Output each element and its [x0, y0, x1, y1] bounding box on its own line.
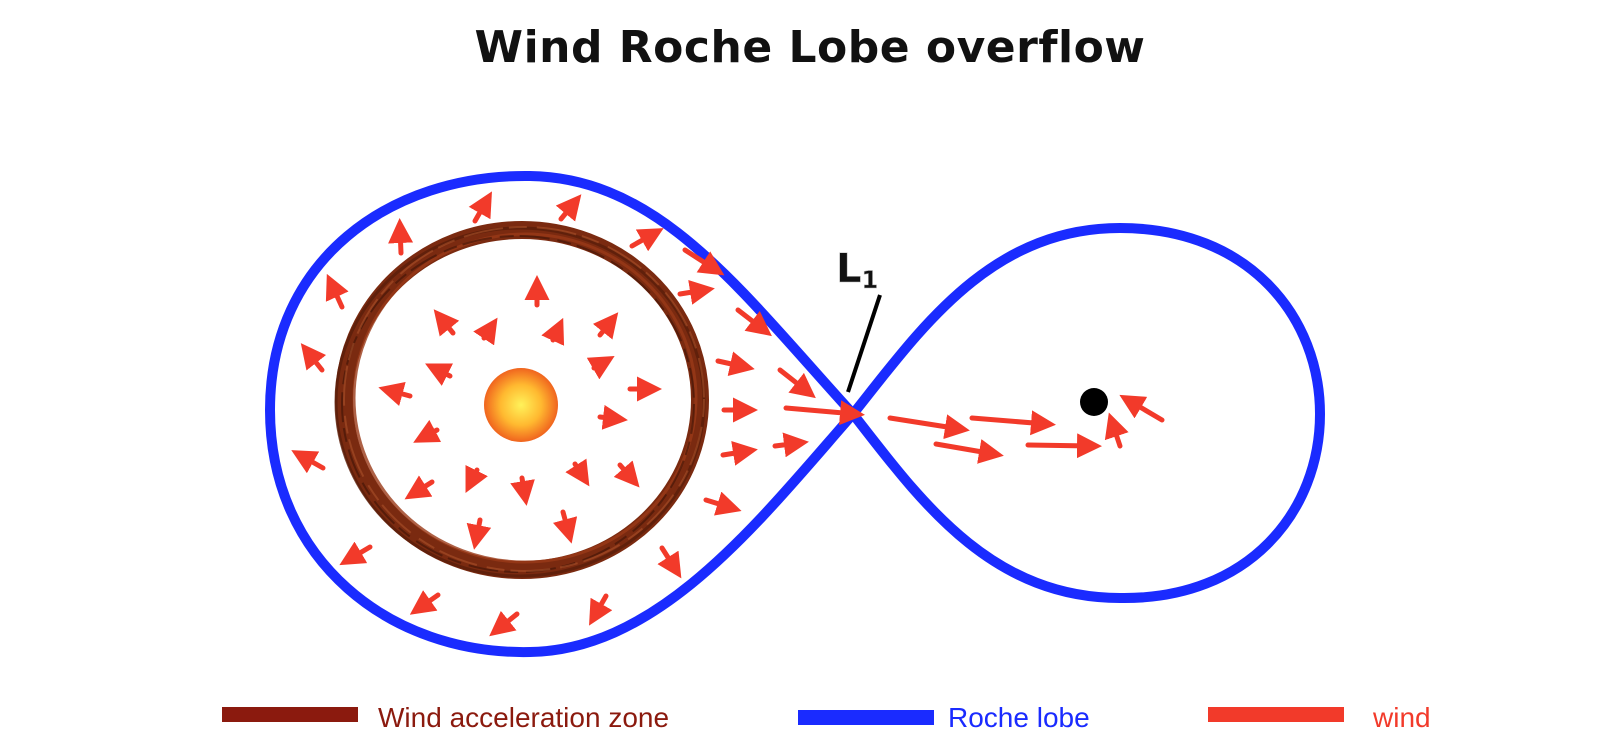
wind-arrow	[887, 414, 970, 440]
wind-arrow	[555, 194, 582, 222]
wind-arrow	[413, 419, 442, 443]
wind-arrow	[657, 545, 682, 579]
wind-arrow	[715, 351, 755, 376]
roche-lobe-donor	[265, 170, 858, 658]
wind-arrow	[592, 312, 619, 340]
wind-arrow	[783, 400, 865, 426]
wind-arrow	[597, 404, 628, 430]
wind-arrow	[325, 273, 349, 310]
wind-arrow	[473, 317, 498, 346]
wind-arrow	[629, 228, 664, 252]
wind-arrow	[777, 367, 816, 399]
wind-arrow	[468, 191, 492, 224]
wind-arrow	[586, 355, 615, 380]
l1-pointer-line	[846, 294, 882, 393]
wind-arrow	[720, 441, 758, 466]
wind-arrow	[682, 247, 725, 276]
wind-arrow	[1119, 394, 1165, 423]
l1-label: L1	[836, 246, 878, 294]
legend-label-roche-lobe: Roche lobe	[948, 702, 1090, 733]
wind-arrow	[388, 218, 414, 256]
wind-arrow	[565, 458, 590, 487]
wind-arrows	[291, 191, 1165, 637]
wind-arrow	[552, 509, 578, 544]
wind-arrow	[589, 593, 613, 626]
wind-arrow	[339, 541, 373, 566]
legend-swatch-acceleration-zone	[222, 707, 358, 722]
wind-acceleration-zone	[334, 221, 709, 579]
wind-arrow	[404, 475, 435, 500]
wind-arrow	[378, 381, 413, 407]
wind-arrow	[433, 309, 460, 337]
wind-arrow	[613, 460, 640, 488]
wind-arrow	[465, 464, 488, 493]
wind-arrow	[703, 491, 742, 516]
donor-star	[484, 368, 558, 442]
wind-arrow	[541, 317, 565, 346]
wind-arrow	[1025, 433, 1102, 459]
wind-arrow	[466, 517, 492, 550]
diagram-title: Wind Roche Lobe overflow	[474, 22, 1146, 73]
wind-arrow	[969, 410, 1056, 436]
wind-arrow	[489, 610, 520, 637]
wind-arrow	[300, 343, 327, 373]
wind-arrow	[677, 280, 715, 305]
legend-swatch-wind	[1208, 707, 1344, 722]
wind-arrow	[772, 432, 809, 458]
legend-swatch-roche-lobe	[798, 710, 934, 725]
roche-lobe-accretor	[848, 223, 1325, 604]
wind-arrow	[510, 475, 535, 506]
wind-arrow	[409, 590, 441, 615]
wind-arrow	[1104, 412, 1129, 449]
companion-object	[1080, 388, 1108, 416]
wind-arrow	[291, 450, 326, 474]
wind-arrow	[425, 363, 454, 386]
legend-label-wind: wind	[1373, 702, 1431, 733]
wind-arrow	[933, 439, 1004, 464]
legend-label-acceleration-zone: Wind acceleration zone	[378, 702, 670, 733]
wind-arrow	[735, 307, 772, 337]
